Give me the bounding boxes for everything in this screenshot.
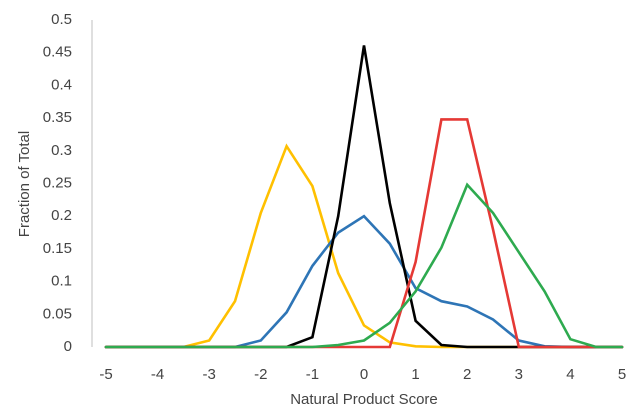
x-tick-label: 0 [360,366,368,383]
x-tick-label: -1 [306,366,319,383]
y-tick-label: 0.3 [51,142,72,159]
y-tick-label: 0 [64,338,72,355]
y-tick-label: 0.25 [43,174,72,191]
series-line [104,214,624,349]
y-tick-labels: 0 0.05 0.1 0.15 0.2 0.25 0.3 0.35 0.4 0.45 0.5 [43,11,72,355]
y-tick-label: 0.2 [51,207,72,224]
x-tick-label: -2 [254,366,267,383]
y-tick-label: 0.45 [43,44,72,61]
x-axis-title: Natural Product Score [290,391,438,408]
y-tick-label: 0.15 [43,240,72,257]
x-tick-label: 1 [411,366,419,383]
x-tick-label: 2 [463,366,471,383]
x-tick-label: 4 [566,366,574,383]
y-tick-label: 0.4 [51,76,72,93]
y-tick-label: 0.1 [51,273,72,290]
series-line [104,45,624,349]
series-line [104,143,624,349]
y-axis-title: Fraction of Total [16,131,33,237]
x-tick-label: -3 [203,366,216,383]
x-tick-labels: -5 -4 -3 -2 -1 0 1 2 3 4 5 [99,366,626,383]
x-tick-label: 3 [515,366,523,383]
series-line [104,118,624,349]
series-lines [104,45,624,349]
x-tick-label: -4 [151,366,164,383]
x-tick-label: -5 [99,366,112,383]
x-tick-label: 5 [618,366,626,383]
series-line [104,182,624,349]
y-tick-label: 0.05 [43,305,72,322]
y-tick-label: 0.35 [43,109,72,126]
y-tick-label: 0.5 [51,11,72,28]
